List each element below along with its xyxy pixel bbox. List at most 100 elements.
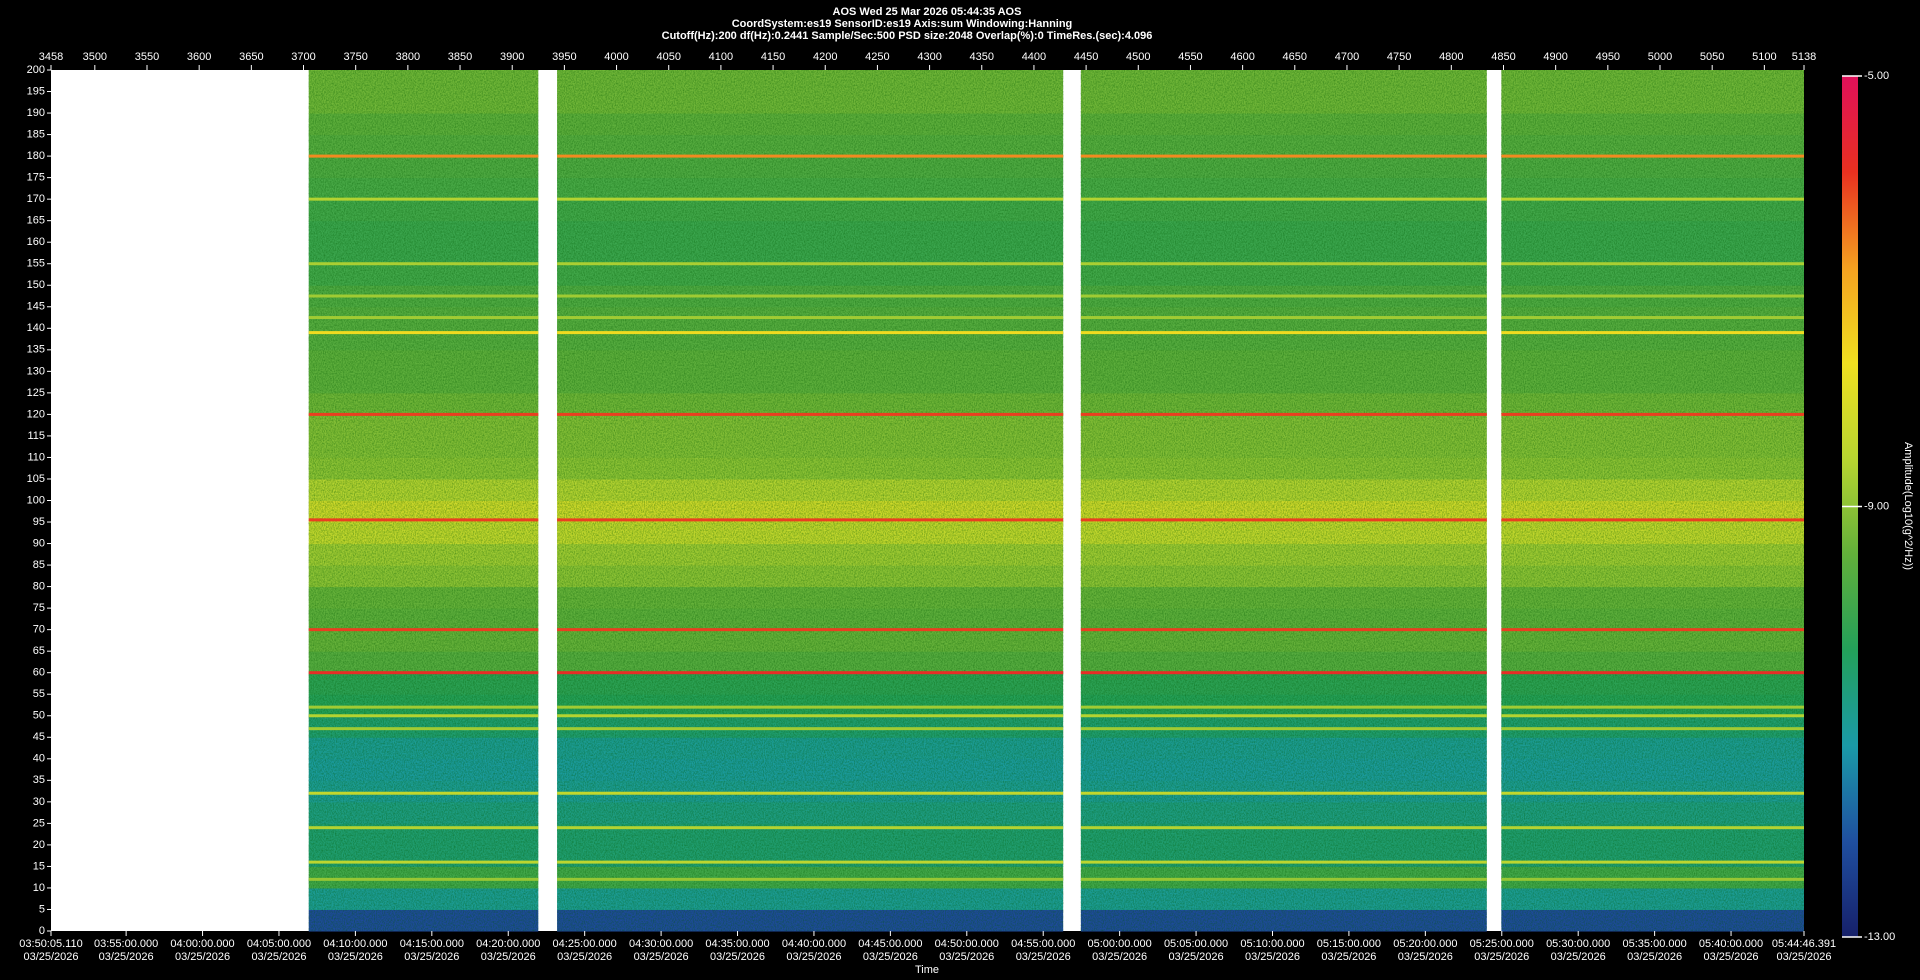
y-tick-label: 75 (33, 602, 45, 614)
tonal-line (1501, 671, 1804, 675)
tonal-line (1080, 826, 1487, 830)
tonal-line (308, 791, 539, 795)
tonal-line (557, 877, 1064, 881)
tonal-line (557, 412, 1064, 416)
date-tick-label: 03/25/2026 (1776, 951, 1831, 963)
y-tick-label: 10 (33, 882, 45, 894)
tonal-line (1080, 154, 1487, 158)
tonal-line (557, 628, 1064, 632)
tonal-line (557, 714, 1064, 718)
tonal-line (1501, 331, 1804, 335)
x-tick-label: 3650 (239, 51, 263, 63)
tonal-line (557, 331, 1064, 335)
y-tick-label: 185 (27, 128, 45, 140)
time-tick-label: 05:20:00.000 (1393, 938, 1457, 950)
y-tick-label: 25 (33, 817, 45, 829)
tonal-line (308, 628, 539, 632)
x-tick-label: 4850 (1491, 51, 1515, 63)
y-tick-label: 45 (33, 731, 45, 743)
x-tick-label: 3458 (39, 51, 63, 63)
x-tick-label: 4100 (709, 51, 733, 63)
tonal-line (308, 518, 539, 522)
date-tick-label: 03/25/2026 (1169, 951, 1224, 963)
y-tick-label: 115 (27, 430, 45, 442)
date-tick-label: 03/25/2026 (23, 951, 78, 963)
x-tick-label: 5050 (1700, 51, 1724, 63)
tonal-line (1501, 705, 1804, 709)
y-tick-label: 85 (33, 559, 45, 571)
x-tick-label: 5100 (1752, 51, 1776, 63)
date-tick-label: 03/25/2026 (1551, 951, 1606, 963)
time-tick-label: 05:25:00.000 (1470, 938, 1534, 950)
tonal-line (1080, 791, 1487, 795)
tonal-line (557, 671, 1064, 675)
x-tick-label: 5000 (1648, 51, 1672, 63)
x-tick-label: 4500 (1126, 51, 1150, 63)
tonal-line (1501, 197, 1804, 201)
tonal-line (308, 197, 539, 201)
tonal-line (557, 294, 1064, 298)
time-tick-label: 05:40:00.000 (1699, 938, 1763, 950)
tonal-line (1501, 316, 1804, 320)
x-tick-label: 4800 (1439, 51, 1463, 63)
y-tick-label: 155 (27, 258, 45, 270)
tonal-line (1080, 316, 1487, 320)
x-tick-label: 4350 (970, 51, 994, 63)
colorbar-label: Amplitude(Log10(g^2/Hz)) (1902, 442, 1914, 570)
date-tick-label: 03/25/2026 (939, 951, 994, 963)
tonal-line (308, 316, 539, 320)
tonal-line (557, 197, 1064, 201)
x-tick-label: 4450 (1074, 51, 1098, 63)
tonal-line (1501, 727, 1804, 731)
date-tick-label: 03/25/2026 (175, 951, 230, 963)
time-tick-label: 04:35:00.000 (705, 938, 769, 950)
x-tick-label: 4050 (656, 51, 680, 63)
y-tick-label: 125 (27, 387, 45, 399)
tonal-line (1080, 412, 1487, 416)
tonal-line (1080, 262, 1487, 266)
date-tick-label: 03/25/2026 (1474, 951, 1529, 963)
noise-texture (557, 70, 1064, 931)
date-tick-label: 03/25/2026 (634, 951, 689, 963)
tonal-line (1080, 628, 1487, 632)
tonal-line (557, 826, 1064, 830)
y-tick-label: 60 (33, 667, 45, 679)
tonal-line (308, 714, 539, 718)
y-tick-label: 70 (33, 624, 45, 636)
date-tick-label: 03/25/2026 (786, 951, 841, 963)
date-tick-label: 03/25/2026 (1092, 951, 1147, 963)
y-tick-label: 30 (33, 796, 45, 808)
x-tick-label: 4150 (761, 51, 785, 63)
y-tick-label: 195 (27, 85, 45, 97)
x-tick-label: 5138 (1792, 51, 1816, 63)
tonal-line (557, 154, 1064, 158)
x-tick-label: 4950 (1596, 51, 1620, 63)
x-tick-label: 4750 (1387, 51, 1411, 63)
y-tick-label: 50 (33, 710, 45, 722)
noise-texture (1501, 70, 1804, 931)
x-tick-label: 3500 (83, 51, 107, 63)
y-tick-label: 165 (27, 215, 45, 227)
date-tick-label: 03/25/2026 (1321, 951, 1376, 963)
x-axis-label: Time (915, 964, 939, 976)
y-tick-label: 105 (27, 473, 45, 485)
tonal-line (1080, 860, 1487, 864)
tonal-line (308, 294, 539, 298)
y-tick-label: 110 (27, 451, 45, 463)
tonal-line (1501, 826, 1804, 830)
date-tick-label: 03/25/2026 (404, 951, 459, 963)
x-tick-label: 3850 (448, 51, 472, 63)
tonal-line (1080, 714, 1487, 718)
tonal-line (308, 262, 539, 266)
y-tick-label: 200 (27, 64, 45, 76)
y-tick-label: 15 (33, 860, 45, 872)
time-tick-label: 04:55:00.000 (1011, 938, 1075, 950)
colorbar-tick-label: -13.00 (1864, 931, 1895, 943)
tonal-line (557, 791, 1064, 795)
time-tick-label: 03:50:05.110 (19, 938, 82, 950)
colorbar-tick-label: -9.00 (1864, 500, 1889, 512)
tonal-line (1080, 518, 1487, 522)
x-tick-label: 3800 (396, 51, 420, 63)
tonal-line (308, 860, 539, 864)
